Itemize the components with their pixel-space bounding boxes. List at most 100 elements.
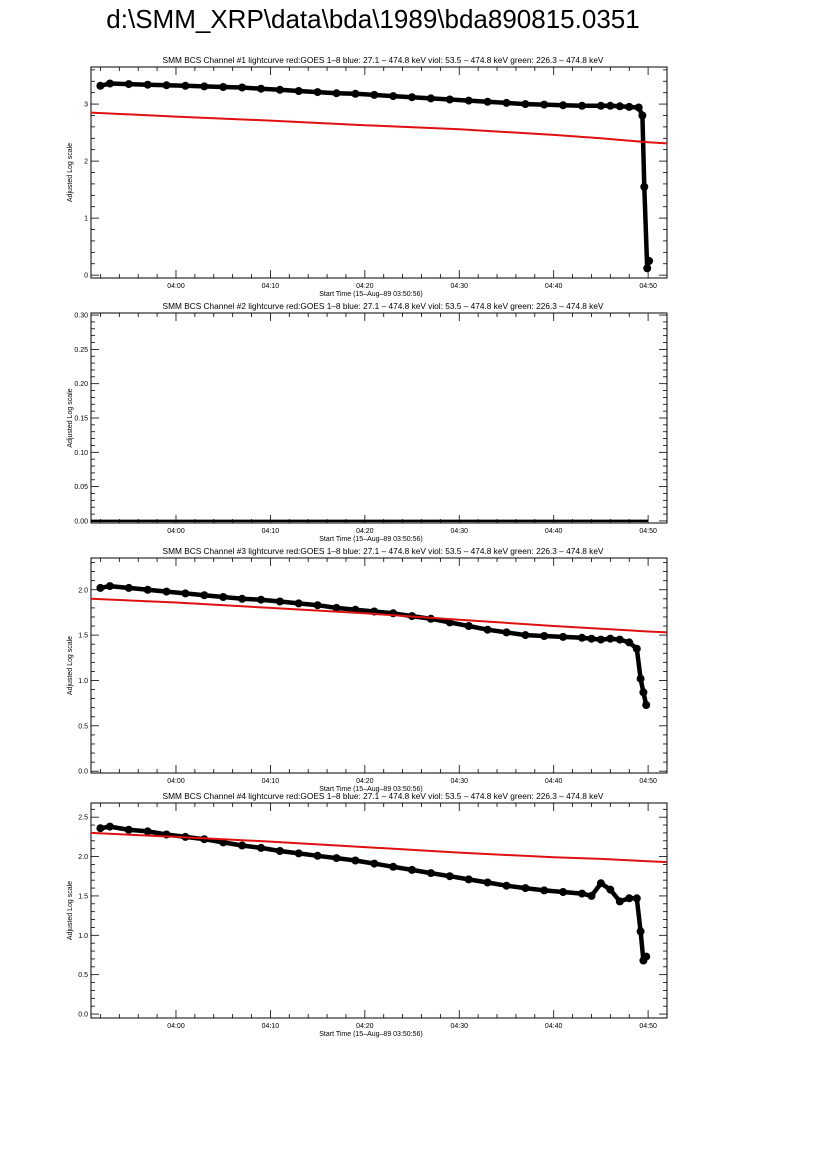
data-point xyxy=(238,841,247,850)
y-tick-label: 2 xyxy=(84,159,88,166)
chart-title: SMM BCS Channel #2 lightcurve red:GOES 1… xyxy=(163,301,604,311)
data-point xyxy=(181,589,190,598)
data-point xyxy=(638,111,647,120)
plot-frame xyxy=(90,66,668,279)
data-point xyxy=(96,824,105,833)
data-point xyxy=(389,92,398,101)
plot-frame xyxy=(90,312,668,524)
y-tick-label: 1.5 xyxy=(78,893,88,900)
data-point xyxy=(294,599,303,608)
data-point xyxy=(370,859,379,868)
x-tick-label: 04:40 xyxy=(545,778,563,785)
data-point xyxy=(408,93,416,102)
y-axis-label: Adjusted Log scale xyxy=(67,881,74,940)
data-point xyxy=(483,625,492,634)
x-tick-label: 04:00 xyxy=(167,778,185,785)
x-tick-label: 04:30 xyxy=(450,778,468,785)
data-point xyxy=(521,631,530,640)
data-point xyxy=(502,98,511,107)
data-point xyxy=(625,638,634,647)
y-axis-label: Adjusted Log scale xyxy=(67,388,74,447)
x-tick-label: 04:10 xyxy=(262,528,280,535)
data-point xyxy=(105,822,114,831)
chart-panel-3: SMM BCS Channel #3 lightcurve red:GOES 1… xyxy=(67,546,668,793)
data-point xyxy=(464,96,473,105)
data-point xyxy=(606,885,615,894)
data-point xyxy=(238,594,247,603)
data-point xyxy=(408,865,416,874)
x-tick-label: 04:40 xyxy=(545,1023,563,1030)
data-point xyxy=(596,101,605,110)
y-tick-label: 0.00 xyxy=(74,518,88,525)
x-axis-label: Start Time (15–Aug–89 03:50:56) xyxy=(319,1031,423,1038)
y-tick-label: 3 xyxy=(84,102,88,109)
x-tick-label: 04:20 xyxy=(356,528,374,535)
data-point xyxy=(275,85,284,94)
data-point xyxy=(294,849,303,858)
y-tick-label: 0.15 xyxy=(74,416,88,423)
chart-title: SMM BCS Channel #3 lightcurve red:GOES 1… xyxy=(163,546,604,556)
data-point xyxy=(625,102,634,111)
data-point xyxy=(640,182,649,191)
data-point xyxy=(257,595,265,604)
y-tick-label: 0.30 xyxy=(74,313,88,320)
y-tick-label: 1.5 xyxy=(78,633,88,640)
x-tick-label: 04:40 xyxy=(545,283,563,290)
data-point xyxy=(96,583,105,592)
x-axis-label: Start Time (15–Aug–89 03:50:56) xyxy=(319,536,423,543)
x-tick-label: 04:00 xyxy=(167,1023,185,1030)
plot-frame xyxy=(90,557,668,774)
y-tick-label: 0.5 xyxy=(78,972,88,979)
y-tick-label: 0.10 xyxy=(74,450,88,457)
data-point xyxy=(332,854,341,863)
x-tick-label: 04:50 xyxy=(639,283,657,290)
x-axis-label: Start Time (15–Aug–89 03:50:56) xyxy=(319,291,423,298)
data-point xyxy=(370,90,379,99)
bcs-series-line xyxy=(99,583,649,706)
bcs-series-line xyxy=(99,81,652,271)
chart-panel-1: SMM BCS Channel #1 lightcurve red:GOES 1… xyxy=(67,55,668,298)
x-axis-label: Start Time (15–Aug–89 03:50:56) xyxy=(319,786,423,793)
y-tick-label: 0.5 xyxy=(78,723,88,730)
data-point xyxy=(275,847,284,855)
y-tick-label: 1.0 xyxy=(78,933,88,940)
y-tick-label: 0.0 xyxy=(78,769,88,776)
data-point xyxy=(540,632,549,640)
data-point xyxy=(596,635,605,644)
data-point xyxy=(645,256,654,265)
data-point xyxy=(632,894,641,903)
y-tick-label: 0 xyxy=(84,273,88,280)
data-point xyxy=(636,927,645,936)
data-point xyxy=(219,83,228,91)
data-point xyxy=(257,843,265,852)
data-point xyxy=(540,886,549,895)
y-tick-label: 1 xyxy=(84,216,88,223)
data-point xyxy=(639,688,648,697)
x-tick-label: 04:20 xyxy=(356,1023,374,1030)
x-tick-label: 04:20 xyxy=(356,778,374,785)
data-point xyxy=(502,881,511,890)
x-tick-label: 04:10 xyxy=(262,283,280,290)
x-tick-label: 04:50 xyxy=(639,528,657,535)
data-point xyxy=(632,644,641,653)
data-point xyxy=(559,632,568,641)
data-point xyxy=(615,102,624,111)
data-point xyxy=(615,635,624,644)
x-tick-label: 04:10 xyxy=(262,778,280,785)
data-point xyxy=(162,81,171,90)
data-point xyxy=(642,952,651,961)
data-point xyxy=(313,88,322,97)
data-point xyxy=(124,80,133,89)
x-tick-label: 04:10 xyxy=(262,1023,280,1030)
data-point xyxy=(578,101,586,110)
y-tick-label: 0.20 xyxy=(74,381,88,388)
x-tick-label: 04:20 xyxy=(356,283,374,290)
chart-panel-4: SMM BCS Channel #4 lightcurve red:GOES 1… xyxy=(67,791,668,1038)
data-point xyxy=(521,100,530,109)
x-tick-label: 04:30 xyxy=(450,528,468,535)
x-tick-label: 04:00 xyxy=(167,528,185,535)
y-tick-label: 0.05 xyxy=(74,484,88,491)
goes-series-line xyxy=(90,831,668,864)
data-point xyxy=(238,83,247,92)
data-point xyxy=(606,101,615,110)
